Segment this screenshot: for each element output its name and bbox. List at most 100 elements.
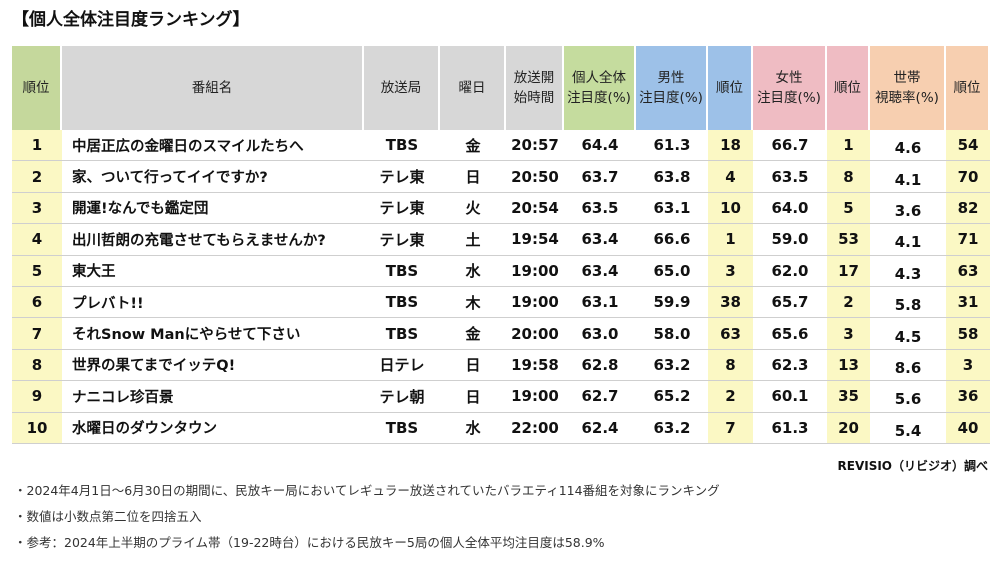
household-rating-cell: 4.5 [870, 318, 946, 350]
household-rating-cell: 3.6 [870, 192, 946, 225]
program-name-cell: 出川哲朗の充電させてもらえませんか? [62, 224, 364, 256]
individual-rating-cell: 63.4 [564, 255, 636, 287]
table-row: 2 家、ついて行ってイイですか? テレ東日 20:50 63.7 63.8 4 63.5 8 4.… [12, 161, 990, 193]
rank-cell: 2 [12, 161, 62, 193]
household-rank-cell: 3 [946, 349, 990, 382]
program-name-cell: 家、ついて行ってイイですか? [62, 161, 364, 193]
footnote: ・参考：2024年上半期のプライム帯（19-22時台）における民放キー5局の個人… [14, 535, 605, 550]
rank-cell: 8 [12, 349, 62, 382]
female-rating-cell: 65.6 [753, 318, 827, 350]
day-cell: 金 [440, 130, 506, 162]
station-cell: TBS [364, 255, 440, 287]
footnote: ・2024年4月1日～6月30日の期間に、民放キー局においてレギュラー放送されて… [14, 483, 720, 498]
table-row: 7 それSnow Manにやらせて下さい TBS 金 20:00 63.0 58.0 63 65… [12, 318, 990, 350]
individual-rating-cell: 62.7 [564, 381, 636, 413]
female-rating-cell: 65.7 [753, 286, 827, 319]
station-cell: TBS [364, 412, 440, 444]
day-cell: 水 [440, 412, 506, 444]
household-rank-cell: 54 [946, 130, 990, 162]
table-row: 4 出川哲朗の充電させてもらえませんか? テレ東土 19:54 63.4 66.6 1 59.… [12, 224, 990, 256]
individual-rating-cell: 64.4 [564, 130, 636, 162]
household-rank-cell: 63 [946, 255, 990, 287]
day-cell: 木 [440, 286, 506, 319]
male-rating-cell: 66.6 [636, 224, 708, 256]
female-rating-cell: 64.0 [753, 192, 827, 225]
start-time-cell: 20:00 [506, 318, 564, 350]
header-program: 番組名 [62, 46, 364, 130]
individual-rating-cell: 63.0 [564, 318, 636, 350]
male-rank-cell: 4 [708, 161, 753, 193]
day-cell: 火 [440, 192, 506, 225]
day-cell: 土 [440, 224, 506, 256]
male-rank-cell: 18 [708, 130, 753, 162]
table-row: 1 中居正広の金曜日のスマイルたちへ TBS 金 20:57 64.4 61.3 18 66.7… [12, 130, 990, 162]
program-name-cell: 開運!なんでも鑑定団 [62, 192, 364, 225]
start-time-cell: 19:58 [506, 349, 564, 382]
start-time-cell: 19:00 [506, 286, 564, 319]
male-rating-cell: 63.2 [636, 349, 708, 382]
household-rating-cell: 5.6 [870, 381, 946, 413]
individual-rating-cell: 63.1 [564, 286, 636, 319]
day-cell: 金 [440, 318, 506, 350]
household-rating-cell: 5.8 [870, 286, 946, 319]
rank-cell: 9 [12, 381, 62, 413]
header-male-rank: 順位 [708, 46, 753, 130]
household-rank-cell: 31 [946, 286, 990, 319]
header-household-rank: 順位 [946, 46, 990, 130]
day-cell: 日 [440, 161, 506, 193]
female-rating-cell: 66.7 [753, 130, 827, 162]
rank-cell: 3 [12, 192, 62, 225]
household-rank-cell: 36 [946, 381, 990, 413]
source-credit: REVISIO（リビジオ）調べ [837, 459, 989, 473]
female-rank-cell: 2 [827, 286, 870, 319]
header-household: 世帯 視聴率(%) [870, 46, 946, 130]
rank-cell: 7 [12, 318, 62, 350]
header-male: 男性 注目度(%) [636, 46, 708, 130]
female-rating-cell: 59.0 [753, 224, 827, 256]
individual-rating-cell: 62.4 [564, 412, 636, 444]
household-rank-cell: 58 [946, 318, 990, 350]
header-start-time: 放送開 始時間 [506, 46, 564, 130]
table-row: 9 ナニコレ珍百景 テレ朝日 19:00 62.7 65.2 2 60.1 35 5.6 36 [12, 381, 990, 413]
table-row: 10 水曜日のダウンタウン TBS 水 22:00 62.4 63.2 7 61.3 20 5.4 4… [12, 412, 990, 444]
program-name-cell: 世界の果てまでイッテQ! [62, 349, 364, 382]
female-rank-cell: 20 [827, 412, 870, 444]
footnotes: ・2024年4月1日～6月30日の期間に、民放キー局においてレギュラー放送されて… [14, 478, 720, 556]
male-rating-cell: 65.0 [636, 255, 708, 287]
start-time-cell: 20:57 [506, 130, 564, 162]
station-cell: TBS [364, 286, 440, 319]
footnote: ・数値は小数点第二位を四捨五入 [14, 509, 202, 524]
rank-cell: 10 [12, 412, 62, 444]
individual-rating-cell: 63.5 [564, 192, 636, 225]
female-rating-cell: 62.0 [753, 255, 827, 287]
program-name-cell: ナニコレ珍百景 [62, 381, 364, 413]
station-cell: テレ東 [364, 192, 440, 225]
rank-cell: 5 [12, 255, 62, 287]
household-rating-cell: 8.6 [870, 349, 946, 382]
female-rating-cell: 61.3 [753, 412, 827, 444]
female-rating-cell: 60.1 [753, 381, 827, 413]
male-rank-cell: 2 [708, 381, 753, 413]
household-rating-cell: 5.4 [870, 412, 946, 444]
station-cell: TBS [364, 318, 440, 350]
male-rank-cell: 7 [708, 412, 753, 444]
day-cell: 日 [440, 349, 506, 382]
day-cell: 日 [440, 381, 506, 413]
male-rating-cell: 63.8 [636, 161, 708, 193]
male-rating-cell: 63.2 [636, 412, 708, 444]
female-rank-cell: 35 [827, 381, 870, 413]
table-row: 3 開運!なんでも鑑定団 テレ東火 20:54 63.5 63.1 10 64.0 5 3.6 82 [12, 192, 990, 225]
station-cell: テレ東 [364, 224, 440, 256]
station-cell: 日テレ [364, 349, 440, 382]
individual-rating-cell: 62.8 [564, 349, 636, 382]
header-female-rank: 順位 [827, 46, 870, 130]
table-header-row: 順位 番組名 放送局 曜日 放送開 始時間 個人全体 注目度(%) 男性 注目度(%)… [12, 46, 990, 130]
household-rank-cell: 70 [946, 161, 990, 193]
page-title: 【個人全体注目度ランキング】 [12, 10, 250, 30]
program-name-cell: 中居正広の金曜日のスマイルたちへ [62, 130, 364, 162]
header-individual: 個人全体 注目度(%) [564, 46, 636, 130]
female-rank-cell: 1 [827, 130, 870, 162]
female-rank-cell: 5 [827, 192, 870, 225]
start-time-cell: 19:00 [506, 255, 564, 287]
male-rating-cell: 59.9 [636, 286, 708, 319]
